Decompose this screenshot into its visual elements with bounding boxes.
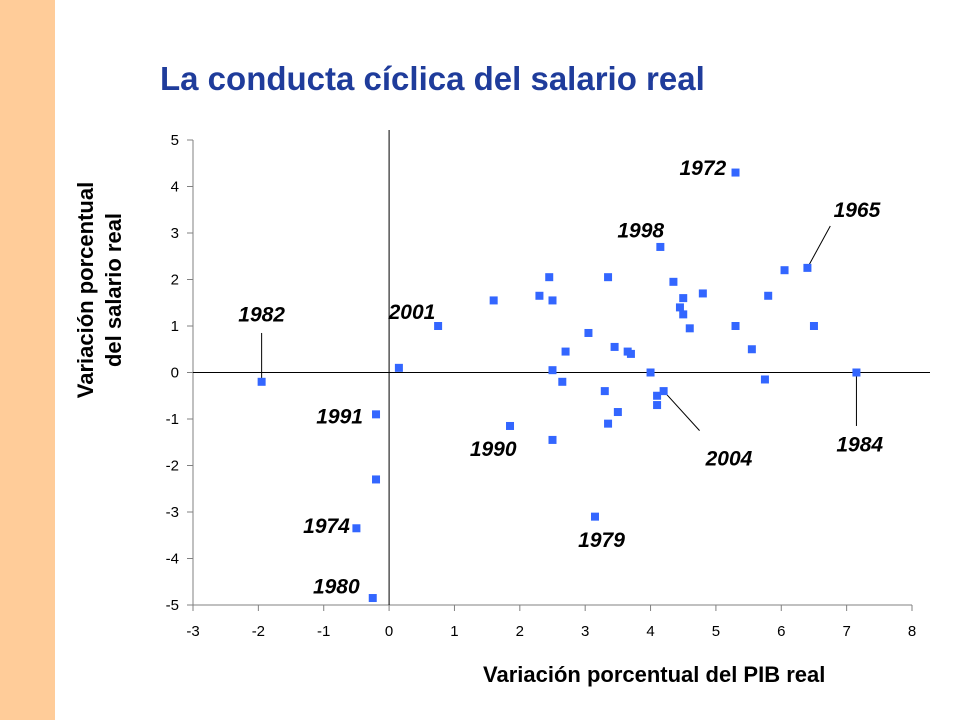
data-point [731, 322, 740, 330]
data-point [590, 512, 599, 521]
x-tick-label: -1 [317, 623, 330, 640]
annotation-leader-line [806, 225, 831, 269]
year-label: 1998 [617, 220, 664, 243]
data-point [675, 303, 684, 312]
data-point [679, 310, 688, 319]
x-tick-label: 6 [777, 623, 785, 640]
y-tick-label: 4 [171, 179, 179, 196]
data-point [731, 168, 740, 177]
data-point [489, 296, 498, 305]
data-point [679, 294, 688, 303]
year-label: 1982 [238, 303, 285, 326]
year-label: 1972 [679, 157, 726, 180]
data-point [780, 266, 789, 275]
x-tick-label: 2 [516, 623, 524, 640]
data-point [604, 273, 613, 282]
chart-title: La conducta cíclica del salario real [160, 60, 705, 97]
data-point [685, 324, 694, 333]
data-point [535, 291, 544, 300]
data-point [372, 410, 381, 419]
data-point [646, 368, 655, 377]
data-point [613, 408, 622, 417]
x-tick-label: 3 [581, 623, 589, 640]
data-point [656, 242, 665, 251]
y-tick-label: 1 [171, 318, 179, 335]
y-tick-label: 0 [171, 365, 179, 382]
data-point [548, 366, 557, 375]
year-label: 1990 [470, 438, 517, 461]
data-point [372, 475, 381, 484]
data-points [257, 168, 861, 603]
data-point [257, 377, 266, 386]
data-point [669, 277, 678, 286]
data-point [352, 524, 361, 533]
data-point [561, 347, 570, 356]
year-label: 2001 [388, 301, 436, 324]
year-label: 1984 [836, 434, 883, 457]
x-tick-label: 1 [450, 623, 458, 640]
year-label: 2004 [705, 448, 753, 471]
data-point [747, 345, 756, 354]
y-tick-label: -2 [166, 458, 179, 475]
data-point [809, 322, 818, 330]
axes: 5 4 3 2 1 0 -1 -2 -3 -4 -5 -3 -2 -1 0 1 2 3 4 5 6 7 8 [166, 130, 930, 640]
y-tick-label: -1 [166, 411, 179, 428]
year-label: 1979 [578, 529, 625, 552]
x-tick-label: -3 [186, 623, 199, 640]
x-axis-label: Variación porcentual del PIB real [483, 662, 826, 687]
data-point [610, 342, 619, 351]
data-point [604, 419, 613, 428]
side-accent-band [0, 0, 55, 720]
data-point [394, 363, 403, 372]
data-point [760, 375, 769, 384]
x-tick-label: 8 [908, 623, 916, 640]
data-point [548, 296, 557, 305]
x-tick-label: 4 [646, 623, 654, 640]
annotation-leader-line [663, 390, 700, 431]
data-point [626, 349, 635, 358]
year-annotations: 1972 1965 1998 1982 2001 1991 1990 2004 1984 1974… [238, 157, 883, 599]
year-label: 1974 [303, 515, 350, 538]
data-point [506, 421, 515, 430]
annotation-leaders [261, 225, 857, 431]
x-tick-label: -2 [252, 623, 265, 640]
data-point [368, 594, 377, 603]
y-tick-label: -4 [166, 551, 179, 568]
data-point [653, 391, 662, 400]
x-tick-label: 0 [385, 623, 393, 640]
x-tick-label: 7 [842, 623, 850, 640]
year-label: 1965 [834, 199, 881, 222]
data-point [803, 263, 812, 272]
year-label: 1991 [316, 406, 363, 429]
data-point [852, 368, 861, 377]
y-tick-label: 3 [171, 225, 179, 242]
x-tick-label: 5 [712, 623, 720, 640]
y-tick-label: 2 [171, 272, 179, 289]
y-tick-label: -5 [166, 597, 179, 614]
y-tick-label: 5 [171, 132, 179, 149]
data-point [659, 387, 668, 396]
data-point [600, 387, 609, 396]
data-point [558, 377, 567, 386]
y-tick-label: -3 [166, 504, 179, 521]
data-point [584, 328, 593, 337]
data-point [545, 273, 554, 282]
data-point [653, 401, 662, 410]
year-label: 1980 [313, 575, 360, 598]
data-point [548, 435, 557, 444]
data-point [434, 322, 443, 330]
data-point [764, 291, 773, 300]
data-point [698, 289, 707, 298]
